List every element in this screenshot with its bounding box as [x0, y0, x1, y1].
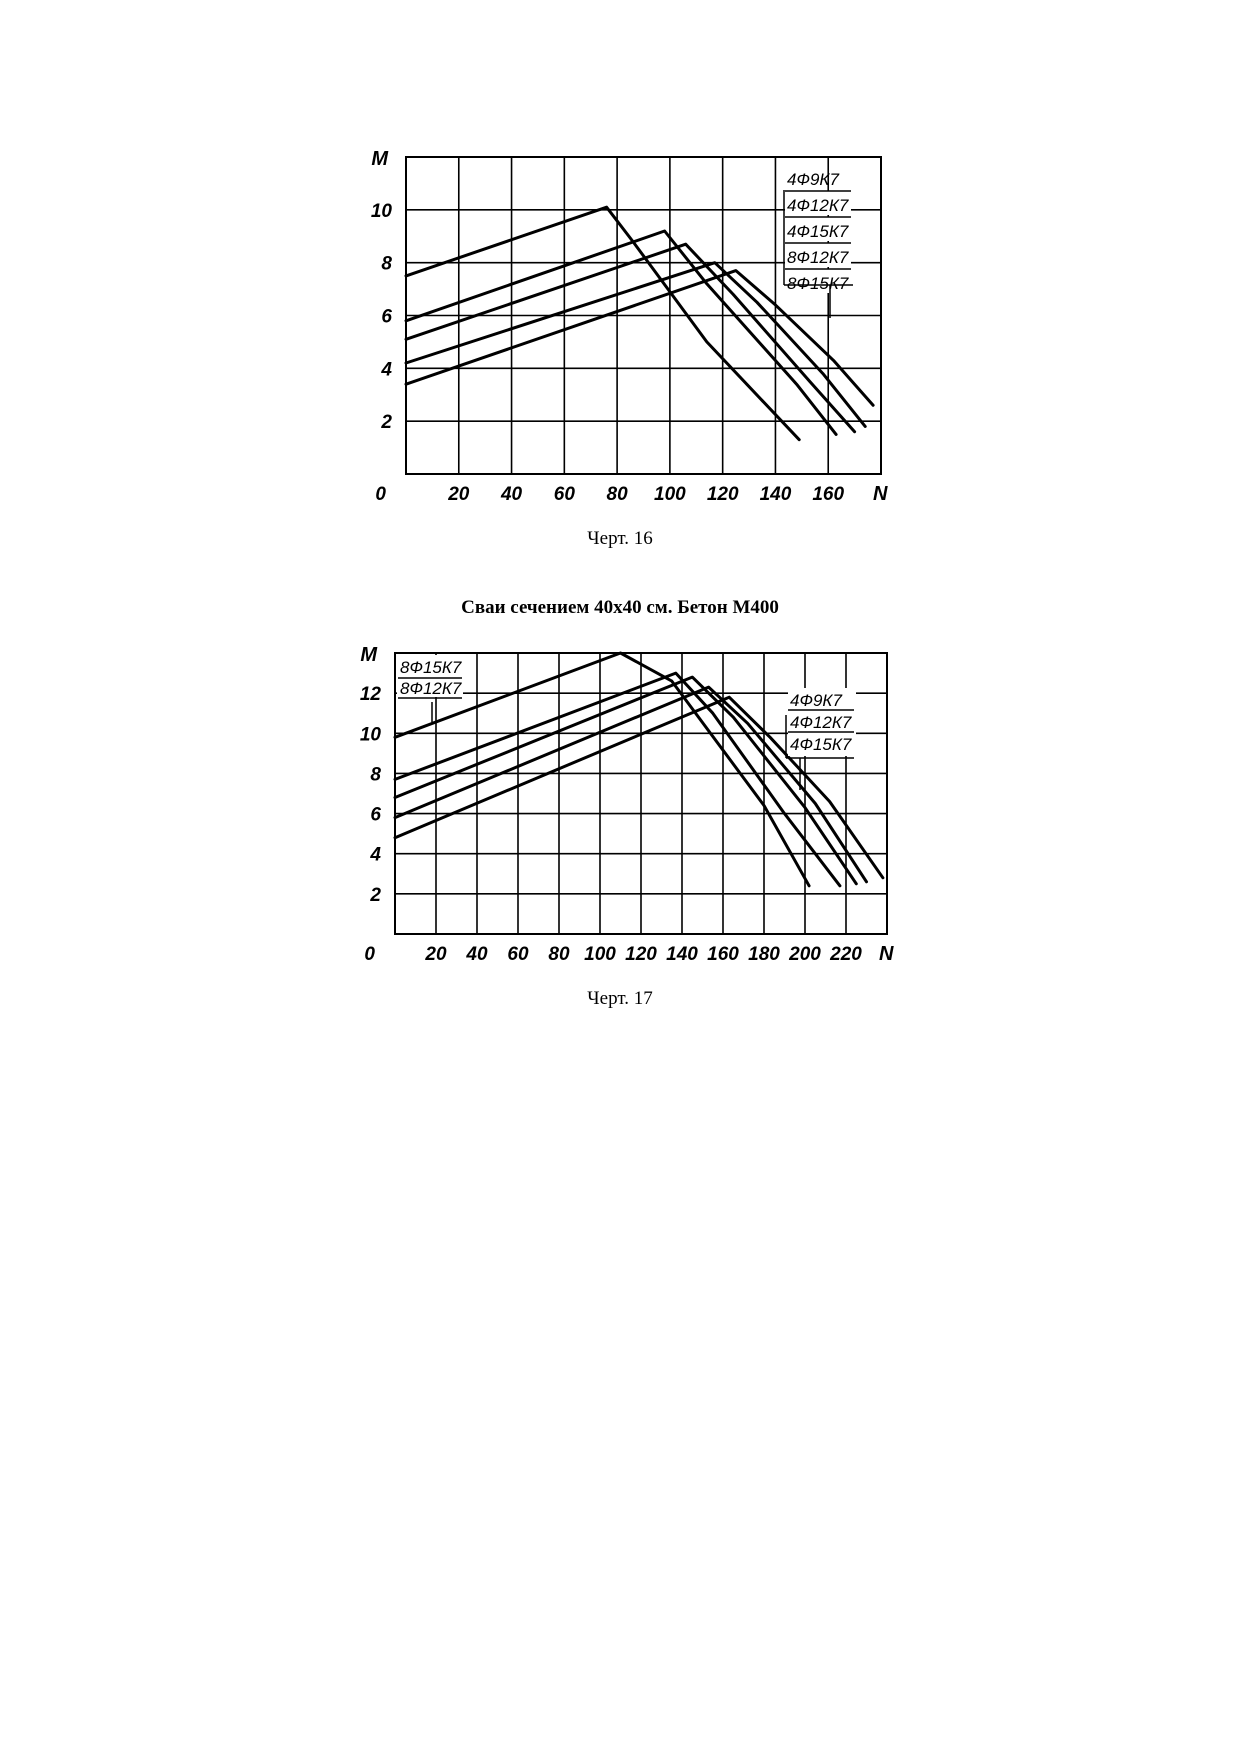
- legend-right-label-2: 4Ф12К7: [790, 713, 852, 732]
- legend-bg-2: [785, 191, 851, 215]
- plot-frame: [405, 156, 882, 475]
- chart-16: 20 40 60 80 100 120 140 1602468100MN4Ф9К74Ф12К7…: [371, 148, 888, 505]
- chart-17: 20 40 60 80 100 120 140 160 180 200 220246810120MN…: [360, 644, 894, 965]
- x-tick-label-160: 160: [707, 944, 739, 965]
- legend-label-3: 4Ф15К7: [787, 222, 849, 241]
- legend-label-4: 8Ф12К7: [787, 248, 849, 267]
- y-tick-label-2: 2: [380, 412, 392, 433]
- y-tick-label-6: 6: [370, 805, 381, 826]
- legend-left-label-2: 8Ф12К7: [400, 679, 462, 698]
- legend-bg-5: [785, 269, 851, 293]
- legend-bg-3: [785, 217, 851, 241]
- series-line-2: [393, 671, 842, 888]
- x-tick-label-40: 40: [465, 944, 488, 965]
- plot-frame: [394, 652, 888, 935]
- series-line-3: [404, 242, 857, 434]
- x-axis-label: N: [879, 943, 894, 965]
- legend-right-label-3: 4Ф15К7: [790, 735, 852, 754]
- legend-bg-4: [785, 243, 851, 267]
- x-tick-label-120: 120: [625, 944, 657, 965]
- x-tick-label-20: 20: [424, 944, 447, 965]
- series-line-4: [404, 261, 867, 428]
- y-tick-label-4: 4: [380, 359, 392, 380]
- x-tick-label-60: 60: [554, 484, 576, 505]
- x-tick-label-180: 180: [748, 944, 780, 965]
- x-tick-label-100: 100: [654, 484, 686, 505]
- series-line-5: [404, 269, 875, 407]
- y-tick-label-8: 8: [381, 254, 392, 275]
- series-line-3: [393, 675, 858, 886]
- legend-right-bg: [788, 688, 856, 756]
- x-tick-label-60: 60: [507, 944, 529, 965]
- x-tick-label-140: 140: [666, 944, 698, 965]
- legend-left-bg: [397, 655, 463, 697]
- y-axis-label: M: [371, 148, 389, 170]
- x-tick-label-160: 160: [812, 484, 844, 505]
- y-tick-label-8: 8: [370, 764, 381, 785]
- y-tick-label-6: 6: [381, 307, 392, 328]
- y-axis-label: M: [360, 644, 378, 666]
- series-line-5: [393, 695, 885, 880]
- origin-label: 0: [364, 944, 375, 965]
- series-line-1: [393, 651, 811, 888]
- x-tick-label-100: 100: [584, 944, 616, 965]
- x-tick-label-80: 80: [548, 944, 570, 965]
- x-tick-label-120: 120: [707, 484, 739, 505]
- series-line-2: [404, 229, 838, 436]
- x-tick-label-40: 40: [500, 484, 523, 505]
- x-tick-label-200: 200: [788, 944, 821, 965]
- y-tick-label-12: 12: [360, 684, 382, 705]
- caption-chart-17: Черт. 17: [587, 988, 653, 1009]
- y-tick-label-10: 10: [371, 201, 393, 222]
- origin-label: 0: [375, 484, 386, 505]
- legend-right-label-1: 4Ф9К7: [790, 691, 842, 710]
- legend-left-label-1: 8Ф15К7: [400, 658, 462, 677]
- y-tick-label-4: 4: [369, 845, 381, 866]
- x-tick-label-80: 80: [607, 484, 629, 505]
- x-axis-label: N: [873, 483, 888, 505]
- legend-label-2: 4Ф12К7: [787, 196, 849, 215]
- x-tick-label-220: 220: [829, 944, 862, 965]
- x-tick-label-140: 140: [760, 484, 792, 505]
- y-tick-label-10: 10: [360, 724, 382, 745]
- caption-chart-16: Черт. 16: [587, 528, 653, 549]
- legend-label-5: 8Ф15К7: [787, 274, 849, 293]
- legend-label-1: 4Ф9К7: [787, 170, 839, 189]
- y-tick-label-2: 2: [369, 885, 381, 906]
- x-tick-label-20: 20: [447, 484, 470, 505]
- series-line-1: [404, 205, 801, 442]
- series-line-4: [393, 685, 868, 884]
- section-heading: Сваи сечением 40х40 см. Бетон М400: [461, 597, 779, 618]
